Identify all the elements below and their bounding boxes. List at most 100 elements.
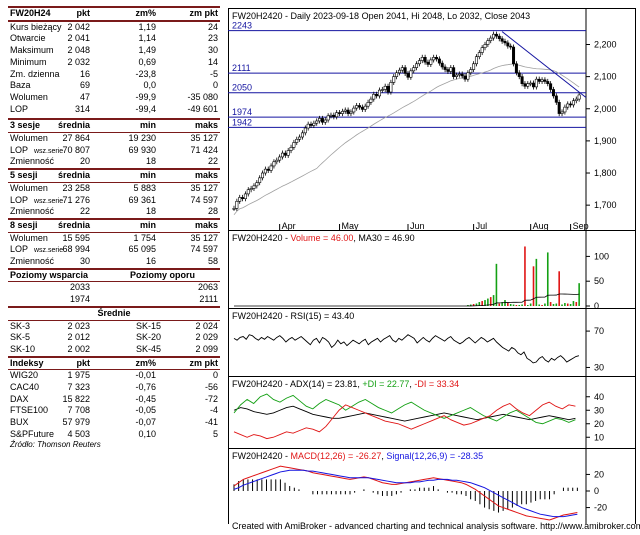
chart-panel: FW20H2420 - Daily 2023-09-18 Open 2041, … <box>228 8 636 525</box>
candle-body <box>466 72 470 80</box>
level-label: 1942 <box>232 117 252 127</box>
month-label: Jul <box>476 221 488 231</box>
candle-body <box>503 40 507 44</box>
candle-body <box>303 127 307 134</box>
table-cell: -0,07 <box>135 417 156 428</box>
candle-body <box>246 189 250 195</box>
y-tick-label: 1,900 <box>594 136 617 146</box>
session-header: 5 sesji średnia min maks <box>8 170 220 182</box>
volume-bar <box>561 304 563 306</box>
adx-series-line <box>233 401 576 440</box>
candle-body <box>474 56 478 65</box>
candle-body <box>446 69 450 72</box>
session-header: 3 sesje średnia min maks <box>8 120 220 132</box>
month-label: Aug <box>533 221 549 231</box>
candle-body <box>346 109 350 114</box>
quote-row: Kurs bieżący 2 042 1,19 24 <box>8 22 220 34</box>
table-cell: 0 <box>212 370 218 381</box>
volume-bar <box>469 304 472 306</box>
table-cell: SK-10 <box>10 343 36 354</box>
adx-series-line <box>233 405 576 422</box>
candle-body <box>532 82 536 88</box>
candle-body <box>397 69 401 74</box>
candle-body <box>352 107 356 113</box>
table-divider <box>8 168 220 171</box>
table-cell: 1 754 <box>133 232 156 243</box>
candle-body <box>406 73 410 78</box>
session-row: Zmienność 22 18 28 <box>8 206 220 218</box>
volume-bar <box>472 304 475 306</box>
table-cell: 2 041 <box>67 33 90 44</box>
volume-bar <box>555 303 558 306</box>
table-cell: 7 708 <box>67 405 90 416</box>
session-row: Wolumen 23 258 5 883 35 127 <box>8 183 220 195</box>
table-cell: LOP <box>10 103 29 114</box>
y-tick-label: 0 <box>594 301 599 311</box>
table-cell: 0,0 <box>143 80 156 91</box>
candle-body <box>332 114 336 118</box>
table-cell: zm% <box>135 357 156 368</box>
volume-bar <box>501 302 503 306</box>
table-cell: 1,49 <box>138 45 156 56</box>
table-cell: zm pkt <box>189 8 218 18</box>
table-cell: maks <box>194 219 218 230</box>
average-row: SK-5 2 012 SK-20 2 029 <box>8 332 220 344</box>
candle-body <box>440 62 444 68</box>
candle-body <box>483 44 487 49</box>
quote-row: Wolumen 47 -99,9 -35 080 <box>8 92 220 104</box>
table-cell: 20 <box>79 156 90 167</box>
volume-bar <box>487 298 489 306</box>
candle-body <box>232 208 236 210</box>
table-cell: -0,76 <box>135 382 156 392</box>
macd-series-line <box>233 469 578 518</box>
candle-body <box>366 102 370 107</box>
table-divider <box>8 355 220 358</box>
table-cell: Wolumen <box>10 232 48 243</box>
candle-body <box>543 79 547 82</box>
volume-bar <box>492 295 495 306</box>
candle-body <box>249 188 253 191</box>
y-tick-label: -20 <box>594 503 607 513</box>
lop-suffix-label: wsz.serie <box>34 197 64 205</box>
candle-body <box>338 112 342 114</box>
candle-body <box>529 82 533 85</box>
table-cell: 2 002 <box>67 343 90 354</box>
table-cell: 2 012 <box>67 332 90 343</box>
volume-bar <box>538 304 541 306</box>
table-cell: 2033 <box>69 282 90 293</box>
table-cell: 5 sesji <box>10 170 38 181</box>
table-cell: DAX <box>10 393 29 404</box>
volume-bar <box>484 300 486 306</box>
table-cell: 27 864 <box>62 133 90 143</box>
table-cell: 1 975 <box>67 370 90 381</box>
table-cell: 58 <box>207 256 218 266</box>
table-cell: Minimum <box>10 56 47 67</box>
table-cell: min <box>139 219 156 230</box>
volume-bar <box>572 301 575 306</box>
candle-body <box>409 70 413 78</box>
candle-body <box>300 132 304 138</box>
candle-body <box>266 168 270 171</box>
index-row: DAX 15 822 -0,45 -72 <box>8 394 220 406</box>
table-cell: 1,14 <box>138 33 156 44</box>
y-tick-label: 1,800 <box>594 168 617 178</box>
session-row: LOP wsz.serie 71 276 69 361 74 597 <box>8 195 220 207</box>
candle-body <box>523 83 527 87</box>
candle-body <box>563 106 567 113</box>
table-divider <box>8 132 220 133</box>
level-row: 1974 2111 <box>8 294 220 306</box>
candle-body <box>380 89 384 91</box>
candle-body <box>460 73 464 77</box>
candle-body <box>512 46 516 65</box>
candle-body <box>506 42 510 47</box>
table-cell: -4 <box>209 405 218 416</box>
volume-bar <box>512 304 515 306</box>
table-cell: -35 080 <box>187 91 218 102</box>
table-cell: -0,45 <box>135 393 156 404</box>
volume-bar <box>575 302 578 306</box>
table-cell: SK-20 <box>136 332 162 343</box>
volume-bar <box>552 304 555 306</box>
y-tick-label: 20 <box>594 469 604 479</box>
volume-bar <box>481 301 483 306</box>
session-row: LOP wsz.serie 68 994 65 095 74 597 <box>8 244 220 256</box>
